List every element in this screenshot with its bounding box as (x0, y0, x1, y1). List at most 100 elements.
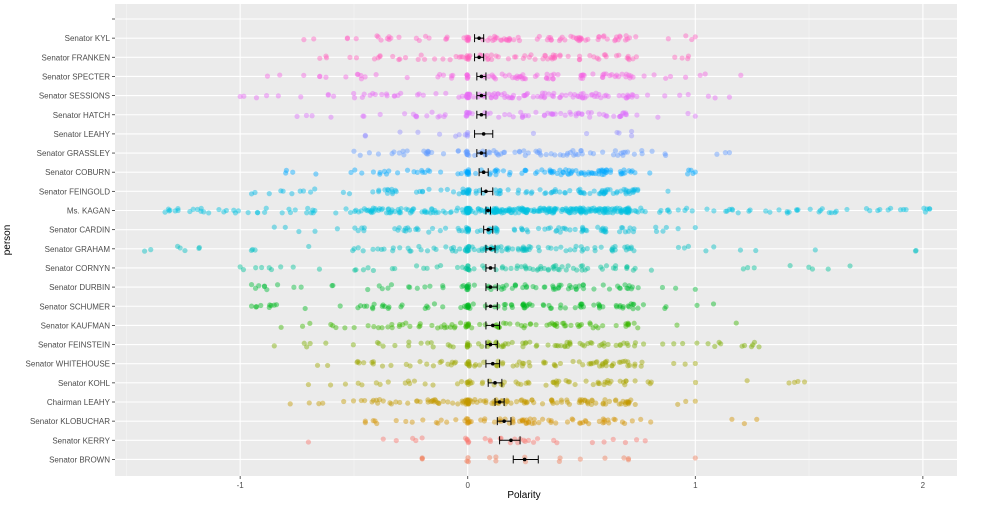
data-point (411, 378, 418, 384)
data-point (612, 398, 619, 404)
data-point (538, 263, 544, 270)
data-point (388, 209, 394, 215)
data-point (526, 359, 532, 365)
data-point (466, 247, 472, 254)
data-point (603, 263, 610, 269)
data-point (548, 418, 554, 424)
data-point (531, 399, 537, 406)
data-point (588, 110, 594, 116)
data-point (560, 320, 566, 326)
data-point (429, 206, 435, 212)
data-point (529, 189, 535, 195)
data-point (625, 206, 631, 212)
data-point (316, 73, 323, 80)
y-tick-label: Senator FEINSTEIN (38, 341, 110, 350)
y-tick-label: Senator KOHL (58, 379, 111, 388)
data-point (407, 363, 413, 369)
data-point (524, 247, 530, 253)
data-point (605, 417, 611, 423)
data-point (613, 53, 620, 59)
data-point (521, 148, 527, 154)
data-point (384, 190, 391, 196)
data-point (501, 36, 507, 42)
data-point (500, 342, 506, 348)
data-point (549, 93, 555, 99)
data-point (458, 170, 464, 177)
data-point (624, 285, 630, 291)
data-point (619, 225, 625, 231)
data-point (515, 321, 521, 327)
data-point (391, 93, 397, 99)
data-point (598, 227, 604, 234)
data-point (534, 149, 541, 155)
data-point (596, 111, 602, 117)
data-point (376, 340, 382, 347)
data-point (616, 359, 622, 365)
data-point (806, 264, 812, 270)
data-point (253, 304, 259, 310)
data-point (616, 52, 622, 58)
data-point (624, 205, 631, 211)
data-point (554, 342, 560, 349)
data-point (630, 229, 637, 235)
data-point (425, 399, 431, 405)
data-point (394, 170, 401, 176)
data-point (552, 152, 558, 158)
data-point (623, 378, 629, 384)
data-point (407, 323, 413, 329)
data-point (631, 248, 637, 254)
data-point (630, 189, 636, 196)
data-point (482, 303, 488, 309)
data-point (465, 91, 471, 97)
data-point (671, 360, 677, 367)
data-point (506, 112, 512, 118)
data-point (375, 151, 382, 157)
data-point (440, 151, 447, 157)
data-point (550, 379, 556, 385)
data-point (493, 205, 500, 211)
data-point (389, 207, 395, 213)
data-point (330, 323, 336, 329)
data-point (516, 148, 523, 154)
data-point (599, 266, 605, 272)
data-point (576, 359, 582, 365)
data-point (566, 167, 572, 173)
data-point (495, 91, 501, 97)
data-point (485, 55, 491, 62)
data-point (365, 323, 371, 329)
data-point (287, 209, 294, 216)
data-point (356, 209, 362, 215)
data-point (541, 360, 547, 366)
data-point (577, 398, 583, 404)
data-point (559, 206, 565, 212)
data-point (556, 282, 562, 288)
data-point (337, 303, 343, 309)
data-point (470, 301, 476, 307)
data-point (625, 363, 631, 369)
data-point (922, 209, 928, 215)
data-point (249, 246, 256, 253)
data-point (506, 207, 512, 213)
data-point (389, 189, 396, 195)
data-point (377, 53, 383, 60)
data-point (551, 168, 557, 175)
data-point (588, 170, 595, 176)
data-point (408, 248, 414, 254)
data-point (525, 150, 531, 156)
data-point (494, 207, 500, 213)
data-point (703, 248, 709, 254)
data-point (550, 52, 556, 58)
data-point (381, 168, 388, 175)
data-point (397, 399, 403, 406)
data-point (479, 379, 486, 385)
data-point (694, 340, 700, 346)
data-point (432, 207, 438, 214)
data-point (664, 207, 670, 213)
data-point (534, 72, 540, 78)
data-point (447, 57, 453, 63)
data-point (575, 110, 582, 116)
data-point (663, 304, 669, 310)
data-point (633, 437, 640, 443)
data-point (550, 400, 556, 406)
data-point (520, 301, 527, 308)
